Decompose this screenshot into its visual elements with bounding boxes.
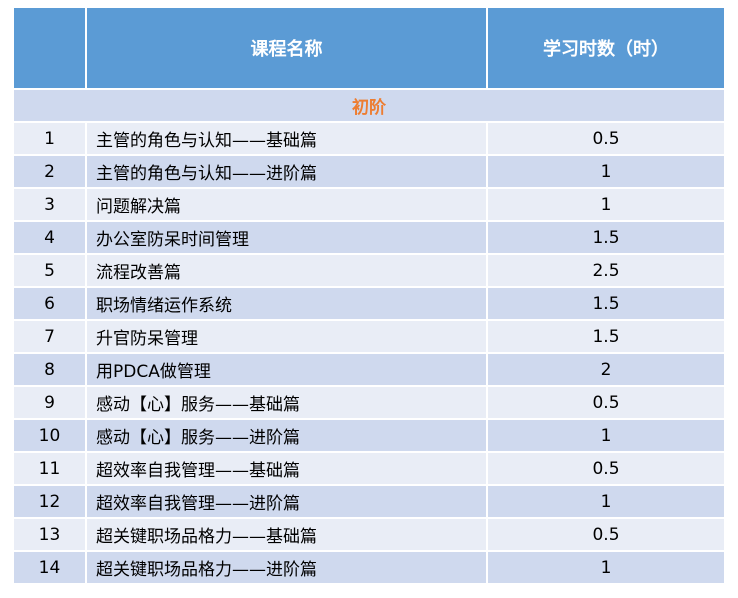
table-row: 13 超关键职场品格力——基础篇 0.5 [14,519,724,552]
table-row: 10 感动【心】服务——进阶篇 1 [14,420,724,453]
table-row: 9 感动【心】服务——基础篇 0.5 [14,387,724,420]
study-hours: 1.5 [592,227,620,248]
course-name: 用PDCA做管理 [87,354,488,385]
course-name: 职场情绪运作系统 [87,288,488,319]
table-row: 1 主管的角色与认知——基础篇 0.5 [14,123,724,156]
study-hours: 1.5 [592,326,620,347]
study-hours: 0.5 [592,128,620,149]
study-hours: 1 [600,557,612,578]
table-row: 6 职场情绪运作系统 1.5 [14,288,724,321]
row-number: 2 [14,156,87,187]
course-name: 超效率自我管理——基础篇 [87,453,488,484]
row-number: 13 [14,519,87,550]
table-row: 14 超关键职场品格力——进阶篇 1 [14,552,724,585]
course-name: 感动【心】服务——基础篇 [87,387,488,418]
table-row: 11 超效率自我管理——基础篇 0.5 [14,453,724,486]
course-name: 超效率自我管理——进阶篇 [87,486,488,517]
course-name: 主管的角色与认知——进阶篇 [87,156,488,187]
course-name: 流程改善篇 [87,255,488,286]
row-number: 1 [14,123,87,154]
row-number: 3 [14,189,87,220]
study-hours: 0.5 [592,392,620,413]
study-hours: 2.5 [592,260,620,281]
table-row: 7 升官防呆管理 1.5 [14,321,724,354]
study-hours: 0.5 [592,524,620,545]
header-study-hours: 学习时数（时） [543,39,669,60]
study-hours: 1 [600,491,612,512]
row-number: 12 [14,486,87,517]
table-row: 12 超效率自我管理——进阶篇 1 [14,486,724,519]
course-name: 升官防呆管理 [87,321,488,352]
course-name: 超关键职场品格力——基础篇 [87,519,488,550]
row-number: 9 [14,387,87,418]
study-hours: 0.5 [592,458,620,479]
course-name: 超关键职场品格力——进阶篇 [87,552,488,583]
table-row: 8 用PDCA做管理 2 [14,354,724,387]
header-course-name: 课程名称 [87,8,488,88]
row-number: 7 [14,321,87,352]
study-hours: 2 [600,359,612,380]
table-row: 5 流程改善篇 2.5 [14,255,724,288]
row-number: 4 [14,222,87,253]
row-number: 8 [14,354,87,385]
course-name: 问题解决篇 [87,189,488,220]
study-hours: 1 [600,425,612,446]
table-row: 2 主管的角色与认知——进阶篇 1 [14,156,724,189]
study-hours: 1.5 [592,293,620,314]
row-number: 6 [14,288,87,319]
row-number: 10 [14,420,87,451]
course-name: 办公室防呆时间管理 [87,222,488,253]
study-hours: 1 [600,194,612,215]
course-table: 课程名称 学习时数（时） 初阶 1 主管的角色与认知——基础篇 0.5 2 主管的角色与… [14,8,724,585]
course-name: 感动【心】服务——进阶篇 [87,420,488,451]
row-number: 14 [14,552,87,583]
row-number: 11 [14,453,87,484]
header-index [14,8,87,88]
table-row: 4 办公室防呆时间管理 1.5 [14,222,724,255]
table-row: 3 问题解决篇 1 [14,189,724,222]
study-hours: 1 [600,161,612,182]
table-header: 课程名称 学习时数（时） [14,8,724,90]
section-title: 初阶 [14,90,724,123]
row-number: 5 [14,255,87,286]
course-name: 主管的角色与认知——基础篇 [87,123,488,154]
table-body: 1 主管的角色与认知——基础篇 0.5 2 主管的角色与认知——进阶篇 1 3 问题解决篇 1 4… [14,123,724,585]
